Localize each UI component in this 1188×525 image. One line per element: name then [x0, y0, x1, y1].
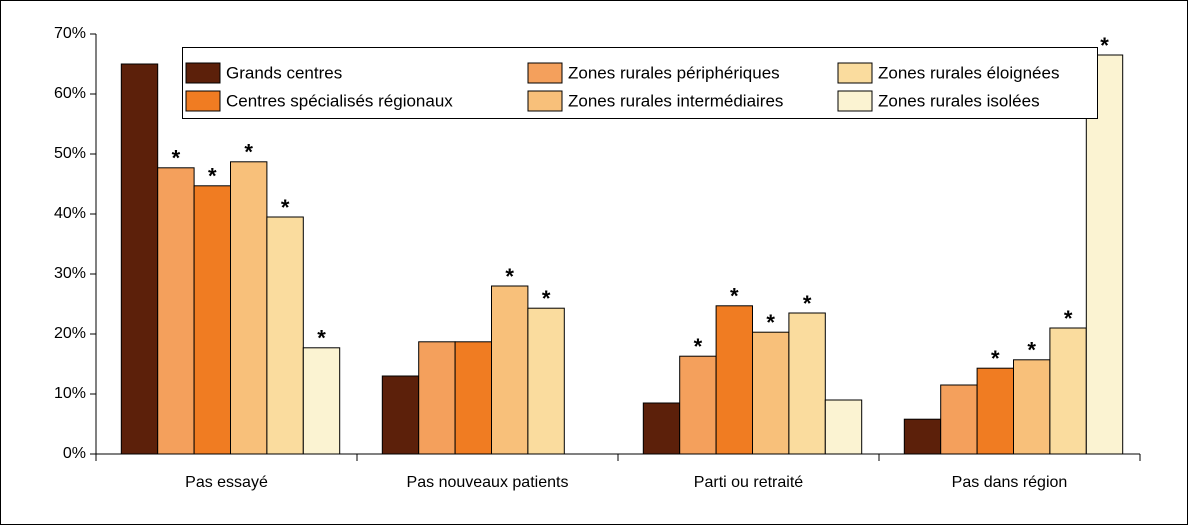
bar — [903, 418, 942, 455]
significance-label: * — [281, 195, 290, 220]
significance-label: * — [991, 346, 1000, 371]
legend-swatch — [837, 90, 873, 112]
bar — [120, 63, 159, 455]
y-tick-label: 20% — [54, 325, 86, 342]
legend-label: Zones rurales périphériques — [568, 63, 780, 82]
significance-label: * — [1064, 306, 1073, 331]
x-tick-label: Pas essayé — [185, 474, 268, 491]
bar — [679, 355, 717, 455]
y-tick-label: 10% — [54, 385, 86, 402]
bar — [824, 399, 863, 455]
legend-label: Zones rurales intermédiaires — [568, 91, 783, 110]
bar — [418, 341, 456, 455]
bar — [230, 161, 268, 455]
legend-swatch — [837, 62, 873, 84]
bar — [193, 185, 232, 455]
legend-label: Centres spécialisés régionaux — [226, 91, 453, 110]
legend-label: Zones rurales isolées — [878, 91, 1040, 110]
bar — [940, 384, 978, 455]
bar — [491, 285, 529, 455]
significance-label: * — [208, 164, 217, 189]
legend-label: Grands centres — [226, 63, 342, 82]
significance-label: * — [1027, 338, 1036, 363]
significance-label: * — [542, 286, 551, 311]
bar — [266, 216, 304, 455]
x-tick-label: Pas dans région — [952, 474, 1068, 491]
legend-swatch — [185, 90, 221, 112]
y-tick-label: 30% — [54, 265, 86, 282]
legend-swatch — [527, 62, 563, 84]
bar — [302, 347, 341, 455]
legend-box — [182, 47, 1098, 119]
bar — [157, 167, 195, 455]
legend-label: Zones rurales éloignées — [878, 63, 1059, 82]
significance-label: * — [172, 146, 181, 171]
bar — [1013, 359, 1051, 455]
x-tick-label: Pas nouveaux patients — [407, 474, 569, 491]
bar — [381, 375, 420, 455]
x-tick-label: Parti ou retraité — [694, 474, 803, 491]
bar — [527, 307, 565, 455]
y-tick-label: 0% — [63, 445, 86, 462]
y-tick-label: 60% — [54, 85, 86, 102]
bar — [642, 402, 681, 455]
y-tick-label: 70% — [54, 25, 86, 42]
legend: Grands centres Zones rurales périphérique… — [182, 47, 1098, 119]
y-tick-label: 50% — [54, 145, 86, 162]
bar — [454, 341, 493, 455]
bar — [976, 367, 1014, 455]
significance-label: * — [803, 291, 812, 316]
bar — [715, 305, 753, 455]
bar — [1049, 327, 1087, 455]
significance-label: * — [244, 140, 253, 165]
bar — [752, 331, 790, 455]
significance-label: * — [505, 264, 514, 289]
y-tick-label: 40% — [54, 205, 86, 222]
significance-label: * — [694, 334, 703, 359]
significance-label: * — [317, 326, 326, 351]
significance-label: * — [1100, 33, 1109, 58]
significance-label: * — [730, 284, 739, 309]
legend-swatch — [185, 62, 221, 84]
bar — [788, 312, 826, 455]
significance-label: * — [766, 310, 775, 335]
legend-swatch — [527, 90, 563, 112]
bar — [1085, 54, 1124, 455]
